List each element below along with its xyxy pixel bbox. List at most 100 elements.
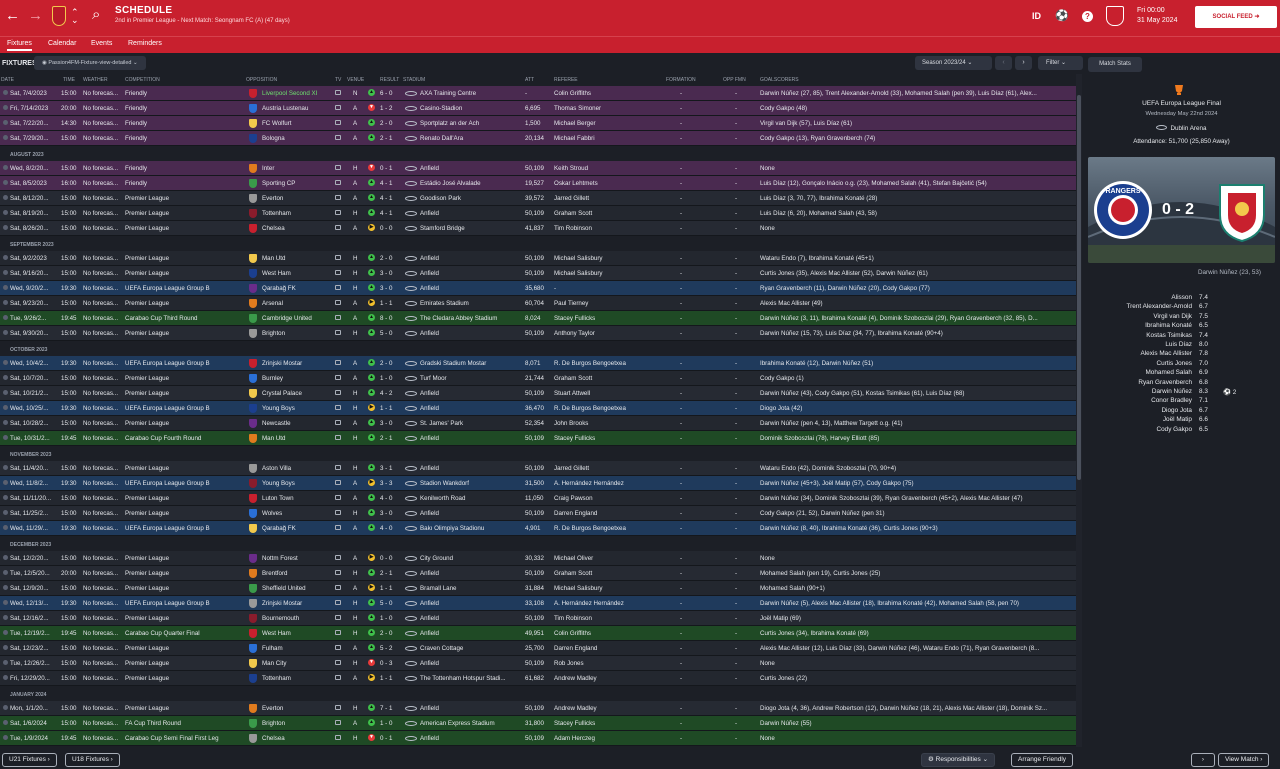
- club-crest-icon[interactable]: [52, 6, 66, 26]
- player-name[interactable]: Darwin Núñez: [1151, 388, 1192, 395]
- row-select-icon[interactable]: [3, 645, 8, 650]
- player-name[interactable]: Alisson: [1171, 294, 1192, 301]
- fixture-row[interactable]: Wed, 10/4/2... 19:30 No forecas... UEFA Eur…: [0, 356, 1076, 371]
- fixture-row[interactable]: Sat, 10/7/20... 15:00 No forecas... Premier…: [0, 371, 1076, 386]
- fixture-row[interactable]: Tue, 10/31/2... 19:45 No forecas... Carabao…: [0, 431, 1076, 446]
- fixture-row[interactable]: Sat, 8/12/20... 15:00 No forecas... Premier…: [0, 191, 1076, 206]
- row-select-icon[interactable]: [3, 465, 8, 470]
- fixture-row[interactable]: Sat, 8/26/20... 15:00 No forecas... Premier…: [0, 221, 1076, 236]
- row-select-icon[interactable]: [3, 555, 8, 560]
- fixture-row[interactable]: Fri, 12/29/20... 15:00 No forecas... Premie…: [0, 671, 1076, 686]
- fixture-row[interactable]: Tue, 12/26/2... 15:00 No forecas... Premier…: [0, 656, 1076, 671]
- row-select-icon[interactable]: [3, 210, 8, 215]
- view-match-button[interactable]: View Match ›: [1218, 753, 1270, 767]
- player-name[interactable]: Alexis Mac Allister: [1140, 350, 1193, 358]
- opponent-crest-icon[interactable]: [249, 524, 257, 533]
- fixture-row[interactable]: Wed, 11/8/2... 19:30 No forecas... UEFA Eur…: [0, 476, 1076, 491]
- help-icon[interactable]: ?: [1082, 11, 1093, 22]
- row-select-icon[interactable]: [3, 360, 8, 365]
- fixture-row[interactable]: Sat, 11/25/2... 15:00 No forecas... Premier…: [0, 506, 1076, 521]
- col-competition[interactable]: COMPETITION: [125, 77, 160, 83]
- row-select-icon[interactable]: [3, 165, 8, 170]
- row-select-icon[interactable]: [3, 105, 8, 110]
- opponent-crest-icon[interactable]: [249, 359, 257, 368]
- row-select-icon[interactable]: [3, 300, 8, 305]
- row-select-icon[interactable]: [3, 420, 8, 425]
- player-name[interactable]: Ibrahima Konaté: [1145, 322, 1192, 330]
- row-select-icon[interactable]: [3, 270, 8, 275]
- opponent-crest-icon[interactable]: [249, 614, 257, 623]
- opponent-crest-icon[interactable]: [249, 719, 257, 728]
- tab-reminders[interactable]: Reminders: [128, 40, 162, 47]
- row-select-icon[interactable]: [3, 390, 8, 395]
- fixture-row[interactable]: Wed, 11/29/... 19:30 No forecas... UEFA Eur…: [0, 521, 1076, 536]
- col-formation[interactable]: FORMATION: [666, 77, 696, 83]
- player-name[interactable]: Luis Díaz: [1165, 341, 1192, 348]
- search-icon[interactable]: ⌕: [92, 6, 101, 23]
- row-select-icon[interactable]: [3, 285, 8, 290]
- opponent-crest-icon[interactable]: [249, 419, 257, 428]
- opponent-crest-icon[interactable]: [249, 494, 257, 503]
- opponent-crest-icon[interactable]: [249, 509, 257, 518]
- season-selector[interactable]: Season 2023/24 ⌄: [915, 56, 992, 70]
- col-opposition[interactable]: OPPOSITION: [246, 77, 278, 83]
- opponent-crest-icon[interactable]: [249, 569, 257, 578]
- opponent-crest-icon[interactable]: [249, 299, 257, 308]
- player-name[interactable]: Joël Matip: [1162, 416, 1192, 424]
- opponent-crest-icon[interactable]: [249, 269, 257, 278]
- col-tv[interactable]: TV: [335, 77, 342, 83]
- player-name[interactable]: Trent Alexander-Arnold: [1126, 303, 1192, 311]
- col-stadium[interactable]: STADIUM: [403, 77, 426, 83]
- opponent-crest-icon[interactable]: [249, 224, 257, 233]
- player-name[interactable]: Mohamed Salah: [1145, 369, 1192, 377]
- row-select-icon[interactable]: [3, 570, 8, 575]
- player-name[interactable]: Ryan Gravenberch: [1138, 378, 1192, 386]
- player-name[interactable]: Kostas Tsimikas: [1146, 331, 1192, 339]
- fixture-row[interactable]: Sat, 10/28/2... 15:00 No forecas... Premier…: [0, 416, 1076, 431]
- opponent-crest-icon[interactable]: [249, 644, 257, 653]
- fixture-row[interactable]: Sat, 7/29/20... 15:00 No forecas... Friendl…: [0, 131, 1076, 146]
- opponent-crest-icon[interactable]: [249, 584, 257, 593]
- row-select-icon[interactable]: [3, 705, 8, 710]
- opponent-crest-icon[interactable]: [249, 194, 257, 203]
- opponent-crest-icon[interactable]: [249, 629, 257, 638]
- opponent-crest-icon[interactable]: [249, 164, 257, 173]
- opponent-crest-icon[interactable]: [249, 404, 257, 413]
- fixture-row[interactable]: Sat, 12/16/2... 15:00 No forecas... Premier…: [0, 611, 1076, 626]
- row-select-icon[interactable]: [3, 135, 8, 140]
- row-select-icon[interactable]: [3, 120, 8, 125]
- next-arrow-button[interactable]: ›: [1191, 753, 1215, 767]
- opponent-crest-icon[interactable]: [249, 554, 257, 563]
- row-select-icon[interactable]: [3, 195, 8, 200]
- fixture-row[interactable]: Sat, 1/6/2024 15:00 No forecas... FA Cup Th…: [0, 716, 1076, 731]
- col-weather[interactable]: WEATHER: [83, 77, 108, 83]
- row-select-icon[interactable]: [3, 735, 8, 740]
- opponent-crest-icon[interactable]: [249, 329, 257, 338]
- row-select-icon[interactable]: [3, 405, 8, 410]
- fixture-row[interactable]: Tue, 9/26/2... 19:45 No forecas... Carabao …: [0, 311, 1076, 326]
- fixture-row[interactable]: Sat, 9/30/20... 15:00 No forecas... Premier…: [0, 326, 1076, 341]
- fixture-row[interactable]: Wed, 12/13/... 19:30 No forecas... UEFA Eur…: [0, 596, 1076, 611]
- row-select-icon[interactable]: [3, 600, 8, 605]
- fixture-row[interactable]: Wed, 9/20/2... 19:30 No forecas... UEFA Eur…: [0, 281, 1076, 296]
- fixture-row[interactable]: Sat, 12/23/2... 15:00 No forecas... Premier…: [0, 641, 1076, 656]
- fixture-row[interactable]: Fri, 7/14/2023 20:00 No forecas... Friendly…: [0, 101, 1076, 116]
- opponent-crest-icon[interactable]: [249, 704, 257, 713]
- opponent-crest-icon[interactable]: [249, 434, 257, 443]
- player-name[interactable]: Virgil van Dijk: [1153, 312, 1192, 320]
- row-select-icon[interactable]: [3, 615, 8, 620]
- row-select-icon[interactable]: [3, 90, 8, 95]
- social-feed-button[interactable]: SOCIAL FEED ➜: [1195, 6, 1277, 28]
- player-name[interactable]: Conor Bradley: [1151, 397, 1192, 405]
- opponent-crest-icon[interactable]: [249, 179, 257, 188]
- table-scroll-thumb[interactable]: [1077, 95, 1081, 480]
- col-date[interactable]: DATE: [1, 77, 14, 83]
- row-select-icon[interactable]: [3, 660, 8, 665]
- fixture-row[interactable]: Sat, 9/23/20... 15:00 No forecas... Premier…: [0, 296, 1076, 311]
- view-selector[interactable]: ◉ Passion4FM-Fixture-view-detailed ⌄: [34, 56, 146, 70]
- row-select-icon[interactable]: [3, 315, 8, 320]
- prev-season-button[interactable]: ‹: [995, 56, 1012, 70]
- opponent-crest-icon[interactable]: [249, 464, 257, 473]
- row-select-icon[interactable]: [3, 225, 8, 230]
- u18-fixtures-button[interactable]: U18 Fixtures ›: [65, 753, 120, 767]
